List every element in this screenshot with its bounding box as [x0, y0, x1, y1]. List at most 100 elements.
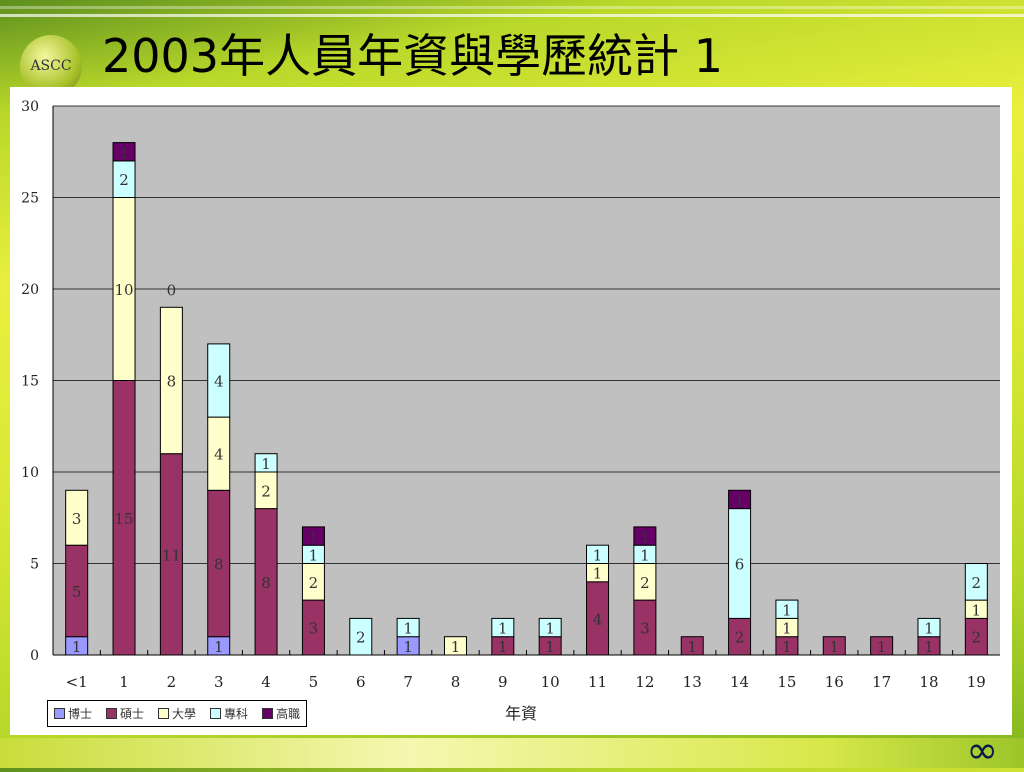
x-tick-label: 14	[730, 673, 749, 691]
legend-item: 高職	[262, 705, 300, 722]
x-tick-label: 10	[541, 673, 560, 691]
data-label: 8	[167, 373, 177, 391]
data-label: 2	[261, 482, 271, 500]
bar-segment	[301, 526, 325, 546]
data-label: 2	[309, 574, 319, 592]
data-label: 1	[782, 638, 792, 656]
bar-segment	[443, 636, 467, 656]
x-tick-label: 7	[403, 673, 413, 691]
data-label: 1	[782, 620, 792, 638]
footer-bar	[0, 738, 1024, 768]
x-tick-label: 6	[356, 673, 366, 691]
bar-segment	[112, 142, 136, 162]
data-label: 1	[593, 565, 603, 583]
data-label: 5	[72, 583, 82, 601]
legend-label: 博士	[68, 707, 93, 721]
data-label: 1	[877, 638, 887, 656]
y-tick-label: 20	[21, 282, 39, 298]
ascc-logo: ASCC	[20, 35, 82, 97]
data-label: 4	[214, 446, 224, 464]
stacked-bar-chart: 051015202530<115311510212118031844482153…	[21, 99, 1000, 691]
data-label: 1	[545, 638, 555, 656]
x-axis-label: 年資	[505, 704, 538, 723]
x-tick-label: 3	[214, 673, 224, 691]
legend-swatch	[158, 708, 170, 719]
bar-segment	[917, 617, 941, 638]
x-tick-label: 19	[967, 673, 986, 691]
data-label: 2	[119, 171, 129, 189]
x-tick-label: 9	[498, 673, 508, 691]
legend-swatch	[106, 708, 118, 719]
bar-segment	[964, 563, 988, 601]
data-label: 6	[735, 556, 745, 574]
chart-panel: 0 5 10 15 20 25 30 <1 1 5 3 1 15 10 2 1 2 11 8 0 3 1 8 4 4 4 8 2 1 5 3…	[10, 87, 1012, 735]
bar-segment	[680, 636, 704, 656]
data-label: 1	[924, 620, 934, 638]
bar-segment	[349, 617, 373, 656]
x-tick-label: 12	[635, 673, 654, 691]
slide-title: 2003年人員年資與學歷統計 1	[102, 29, 723, 83]
bar-segment	[728, 489, 752, 510]
data-label: 1	[119, 144, 129, 162]
data-label: 1	[72, 638, 82, 656]
data-label: 1	[451, 638, 461, 656]
logo-text: ASCC	[30, 58, 72, 74]
data-label: 1	[640, 546, 650, 564]
x-tick-label: 13	[683, 673, 702, 691]
bar-segment	[775, 599, 799, 619]
data-label: 15	[114, 510, 133, 528]
data-label: 8	[214, 556, 224, 574]
data-label: 11	[162, 546, 181, 564]
y-tick-label: 30	[21, 99, 39, 115]
y-tick-label: 0	[30, 648, 39, 664]
data-label: 2	[972, 629, 982, 647]
legend-item: 博士	[54, 705, 92, 722]
data-label: 2	[640, 574, 650, 592]
x-tick-label: 11	[588, 673, 607, 691]
bar-segment	[822, 636, 846, 656]
data-label: 3	[640, 620, 650, 638]
bar-segment	[586, 544, 610, 565]
data-label: 1	[403, 620, 413, 638]
data-label: 2	[735, 629, 745, 647]
bar-segment	[538, 617, 562, 638]
chart-legend: 博士 碩士 大學 專科 高職	[47, 700, 308, 727]
infinity-icon: ∞	[966, 728, 998, 772]
legend-item: 碩士	[106, 705, 144, 722]
data-label: 1	[498, 638, 508, 656]
bar-segment	[396, 617, 420, 638]
x-tick-label: 4	[261, 673, 271, 691]
data-label: 1	[735, 491, 745, 509]
data-label: 1	[640, 528, 650, 546]
x-tick-label: 18	[919, 673, 938, 691]
data-label: 1	[782, 601, 792, 619]
x-tick-label: 2	[167, 673, 177, 691]
data-label: 1	[309, 528, 319, 546]
bar-segment	[633, 526, 657, 546]
x-tick-label: 5	[309, 673, 319, 691]
data-label: 1	[545, 620, 555, 638]
data-label: 10	[114, 281, 133, 299]
bar-segment	[159, 306, 183, 455]
data-label: 1	[687, 638, 697, 656]
data-label: 0	[167, 281, 177, 299]
bar-segment	[491, 617, 515, 638]
data-label: 4	[593, 610, 603, 628]
data-label: 1	[593, 546, 603, 564]
y-tick-label: 25	[21, 191, 39, 207]
y-tick-label: 15	[21, 374, 39, 390]
x-tick-label: 17	[872, 673, 891, 691]
x-tick-label: <1	[66, 673, 88, 691]
bar-segment	[207, 343, 231, 418]
data-label: 2	[356, 629, 366, 647]
legend-label: 專科	[224, 707, 249, 721]
data-label: 1	[261, 455, 271, 473]
data-label: 1	[403, 638, 413, 656]
legend-item: 專科	[210, 705, 248, 722]
bar-segment	[254, 453, 278, 473]
x-tick-label: 8	[451, 673, 461, 691]
data-label: 3	[309, 620, 319, 638]
data-label: 8	[261, 574, 271, 592]
y-tick-label: 10	[21, 465, 39, 481]
data-label: 1	[924, 638, 934, 656]
